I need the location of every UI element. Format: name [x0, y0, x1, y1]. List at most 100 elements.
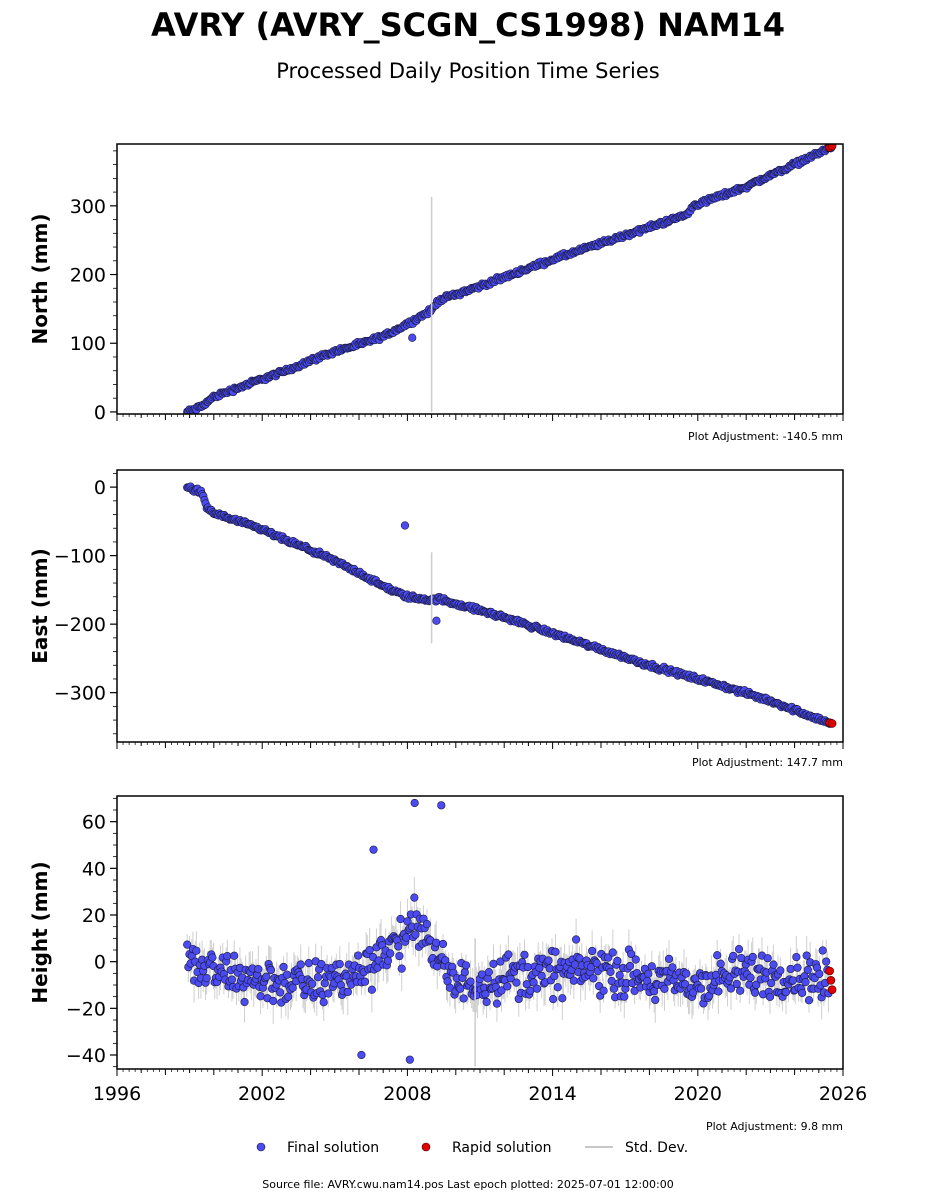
height-rapid-point	[825, 966, 834, 976]
height-final-point	[608, 948, 617, 957]
height-final-point	[763, 954, 772, 963]
height-final-point	[748, 952, 757, 962]
height-final-point	[319, 998, 328, 1007]
legend-std-label: Std. Dev.	[625, 1140, 688, 1156]
height-rapid-point	[826, 976, 836, 985]
height-final-point	[279, 962, 288, 972]
height-final-point	[284, 992, 293, 1001]
height-final-point	[788, 976, 798, 985]
height-ytick-label: 0	[94, 952, 106, 974]
height-outlier-point	[410, 798, 419, 808]
height-final-point	[523, 962, 533, 972]
north-plot-area	[183, 144, 837, 414]
height-final-point	[395, 951, 404, 961]
height-final-point	[647, 962, 656, 971]
height-final-point	[793, 963, 802, 972]
height-final-point	[394, 942, 403, 951]
height-final-point	[729, 951, 738, 961]
height-final-point	[535, 963, 544, 973]
height-final-point	[651, 995, 660, 1005]
height-final-point	[266, 965, 276, 975]
height-xtick-label: 1996	[93, 1083, 141, 1105]
height-final-point	[354, 951, 363, 960]
height-final-point	[223, 952, 232, 961]
height-outlier-point	[369, 845, 378, 854]
height-final-point	[459, 994, 468, 1003]
height-final-point	[569, 976, 578, 985]
height-final-point	[402, 933, 411, 942]
height-final-point	[631, 955, 640, 964]
height-final-point	[422, 920, 432, 929]
east-ytick-label: −300	[54, 683, 106, 705]
height-final-point	[750, 988, 760, 997]
height-final-point	[551, 947, 560, 956]
height-final-point	[269, 996, 278, 1006]
legend-rapid-label: Rapid solution	[452, 1140, 552, 1156]
height-final-point	[496, 957, 505, 966]
height-xtick-label: 2026	[819, 1083, 867, 1105]
height-final-point	[360, 977, 370, 986]
height-final-point	[732, 979, 741, 989]
height-final-point	[765, 992, 775, 1001]
height-final-point	[553, 983, 562, 992]
east-ytick-label: 0	[94, 477, 106, 499]
legend-final-label: Final solution	[287, 1140, 379, 1156]
height-final-point	[367, 985, 376, 994]
legend: Final solution Rapid solution Std. Dev.	[256, 1140, 688, 1156]
height-final-point	[320, 979, 329, 988]
height-final-point	[492, 999, 502, 1008]
height-final-point	[288, 983, 297, 992]
height-final-point	[599, 986, 608, 995]
height-ytick-label: 40	[82, 858, 106, 880]
height-adjustment: Plot Adjustment: 9.8 mm	[706, 1120, 843, 1133]
height-xtick-label: 2020	[674, 1083, 722, 1105]
height-final-point	[776, 966, 785, 975]
east-ytick-label: −100	[54, 546, 106, 568]
height-final-point	[644, 969, 653, 978]
height-final-point	[558, 994, 567, 1003]
height-final-point	[802, 951, 811, 960]
height-final-point	[256, 992, 265, 1001]
height-final-point	[792, 952, 801, 962]
height-final-point	[606, 967, 615, 977]
east-rapid-point	[827, 719, 837, 728]
height-final-point	[317, 959, 326, 969]
height-final-point	[529, 978, 538, 987]
north-rapid-point	[827, 144, 837, 151]
height-final-point	[786, 964, 795, 974]
height-final-point	[803, 965, 812, 974]
height-final-point	[615, 971, 624, 980]
height-final-point	[432, 938, 441, 947]
north-adjustment: Plot Adjustment: -140.5 mm	[688, 430, 843, 443]
height-final-point	[734, 945, 744, 954]
north-ytick-label: 300	[70, 196, 106, 218]
height-final-point	[397, 964, 406, 973]
height-final-point	[537, 971, 546, 980]
height-final-point	[664, 954, 674, 963]
height-axes-frame	[116, 795, 844, 1070]
page-subtitle: Processed Daily Position Time Series	[276, 59, 660, 83]
height-final-point	[607, 976, 616, 986]
height-final-point	[804, 996, 814, 1005]
height-final-point	[726, 984, 736, 993]
height-final-point	[461, 961, 471, 970]
height-final-point	[313, 973, 323, 982]
height-xtick-label: 2008	[383, 1083, 431, 1105]
height-ytick-label: 60	[82, 812, 106, 834]
height-final-point	[343, 987, 352, 997]
north-axes-frame	[116, 143, 844, 415]
height-final-point	[815, 969, 824, 979]
height-rapid-point	[827, 985, 837, 994]
height-final-point	[822, 957, 831, 966]
height-plot-area	[183, 798, 837, 1067]
height-final-point	[781, 988, 791, 997]
height-panel: −40 −20 0 20 40 60 1996 2002 2008 2014 2020 2026 Hei…	[28, 795, 867, 1105]
height-final-point	[396, 914, 405, 924]
height-final-point	[586, 962, 596, 972]
height-final-point	[254, 965, 263, 974]
height-final-point	[304, 959, 313, 968]
height-final-point	[497, 986, 506, 995]
height-final-point	[769, 960, 778, 969]
